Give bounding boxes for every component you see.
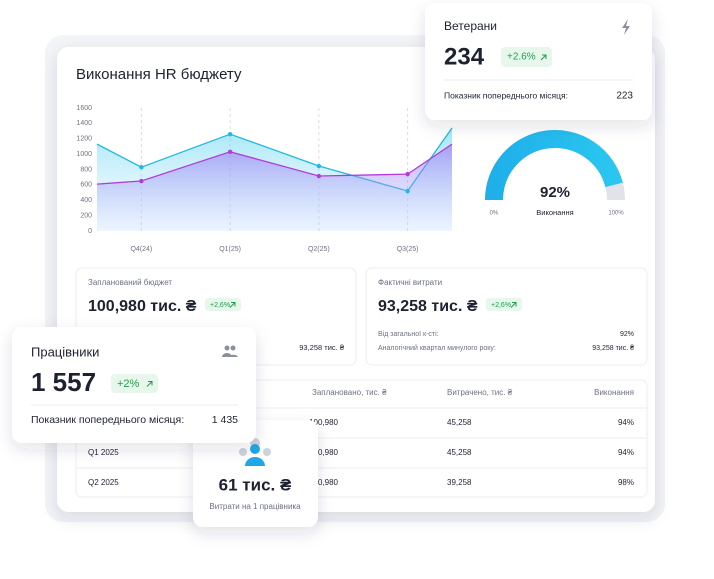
- value: 1 557: [31, 367, 96, 397]
- x-tick-label: Q2(25): [308, 246, 330, 253]
- row-value: 93,258 тис. ₴: [592, 345, 634, 352]
- cell: 94%: [618, 418, 634, 427]
- row-value: 92%: [620, 331, 634, 338]
- y-tick-label: 1000: [76, 151, 92, 158]
- y-tick-label: 400: [80, 197, 92, 204]
- card-title: Працівники: [31, 344, 99, 359]
- prev: 223: [616, 91, 633, 102]
- value: 93,258 тис. ₴: [378, 298, 478, 315]
- people-icon: [222, 345, 238, 357]
- badge: [501, 47, 552, 67]
- point: [227, 131, 233, 137]
- x-tick-label: Q4(24): [130, 246, 152, 253]
- badge: [486, 298, 522, 311]
- arrow-icon: [510, 302, 517, 308]
- gauge-label: 92%: [540, 184, 570, 201]
- y-tick-label: 800: [80, 166, 92, 173]
- title: Виконання HR бюджету: [76, 66, 242, 83]
- line: [96, 143, 453, 185]
- y-tick-label: 1400: [76, 120, 92, 127]
- note: Показник попереднього місяця:: [31, 414, 184, 426]
- y-tick-label: 600: [80, 182, 92, 189]
- point: [139, 164, 144, 170]
- cell: 100,980: [309, 418, 338, 427]
- badge-text: +2.6%: [507, 52, 536, 63]
- value: 61 тис. ₴: [219, 475, 292, 494]
- cell: 45,258: [447, 418, 472, 427]
- point: [139, 178, 144, 184]
- y-tick-label: 200: [80, 212, 92, 219]
- label: Запланований бюджет: [88, 278, 172, 287]
- cell: 98%: [618, 478, 634, 487]
- point: [405, 171, 410, 177]
- th: Витрачено, тис. ₴: [447, 388, 513, 397]
- y-tick-label: 1200: [76, 136, 92, 143]
- point: [405, 188, 410, 194]
- badge-text: +2,6%: [491, 302, 511, 309]
- th: Виконання: [594, 388, 634, 397]
- cell: 100,980: [309, 448, 338, 457]
- cell: 39,258: [447, 478, 472, 487]
- caption: Витрати на 1 працівника: [209, 502, 301, 511]
- bolt-icon: [622, 19, 630, 35]
- card-title: Ветерани: [444, 19, 497, 33]
- value: 100,980 тис. ₴: [88, 298, 197, 315]
- point: [316, 163, 322, 169]
- actual-box: [365, 267, 648, 366]
- cell: 45,258: [447, 448, 472, 457]
- x-tick-label: Q1(25): [219, 246, 241, 253]
- arrow-icon: [146, 381, 153, 387]
- badge-text: +2%: [117, 378, 140, 390]
- note: Показник попереднього місяця:: [444, 90, 568, 100]
- row-label: Від загальної к-сті:: [378, 330, 439, 338]
- area: [97, 144, 452, 231]
- gauge-tick: 0%: [490, 211, 499, 217]
- label: Фактичні витрати: [378, 278, 442, 287]
- x-tick-label: Q3(25): [397, 246, 419, 253]
- arrow-icon: [540, 54, 547, 61]
- note: 93,258 тис. ₴: [299, 343, 345, 352]
- point: [227, 149, 233, 155]
- point: [316, 173, 322, 179]
- cell: Q1 2025: [88, 448, 119, 457]
- gauge-tick: 100%: [608, 211, 624, 217]
- value: 234: [444, 43, 485, 70]
- badge: [111, 374, 158, 393]
- row-label: Аналогічний квартал минулого року:: [378, 344, 496, 352]
- th: Заплановано, тис. ₴: [312, 388, 387, 397]
- cell: Q2 2025: [88, 478, 119, 487]
- y-tick-label: 1600: [76, 105, 92, 112]
- cost-card: [193, 420, 318, 527]
- arrow-icon: [229, 302, 236, 308]
- cell: 100,980: [309, 478, 338, 487]
- badge: [205, 298, 241, 311]
- y-tick-label: 0: [88, 228, 92, 235]
- cell: 94%: [618, 448, 634, 457]
- badge-text: +2,6%: [210, 302, 230, 309]
- prev: 1 435: [212, 414, 238, 426]
- gauge-value: [485, 130, 623, 201]
- gauge-caption: Виконання: [536, 208, 573, 217]
